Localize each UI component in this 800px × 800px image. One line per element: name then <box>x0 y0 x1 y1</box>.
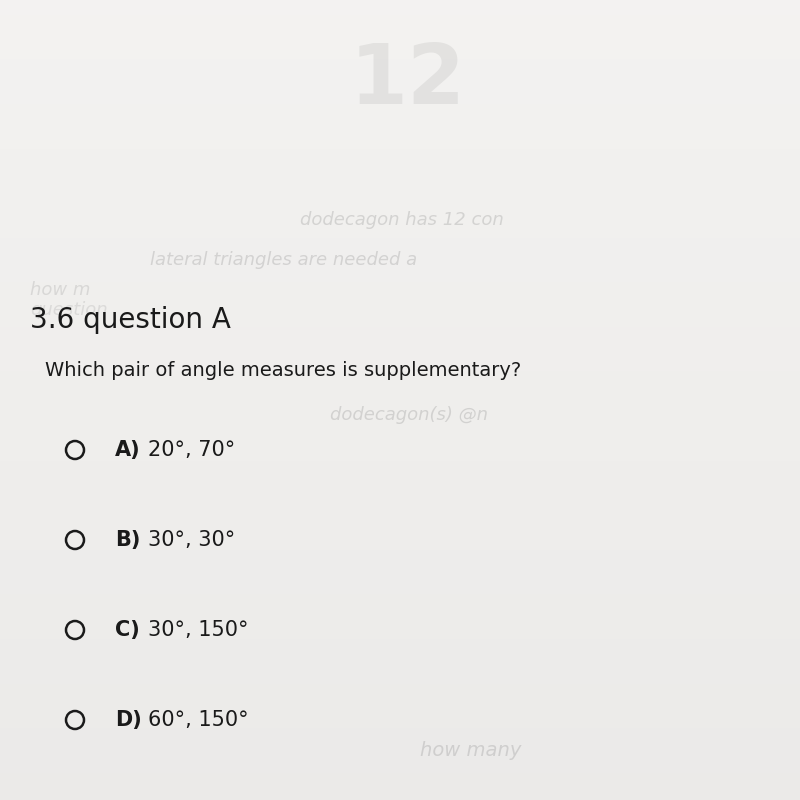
Text: how many: how many <box>420 741 522 759</box>
Text: 30°, 30°: 30°, 30° <box>148 530 235 550</box>
Text: dodecagon(s) @n: dodecagon(s) @n <box>330 406 488 424</box>
Text: 3.6 question A: 3.6 question A <box>30 306 231 334</box>
Text: 20°, 70°: 20°, 70° <box>148 440 235 460</box>
Text: question: question <box>30 301 108 319</box>
Text: D): D) <box>115 710 142 730</box>
Text: how m: how m <box>30 281 90 299</box>
Text: 12: 12 <box>350 39 466 121</box>
Text: Which pair of angle measures is supplementary?: Which pair of angle measures is suppleme… <box>45 361 522 379</box>
Text: B): B) <box>115 530 140 550</box>
Text: A): A) <box>115 440 141 460</box>
Text: 30°, 150°: 30°, 150° <box>148 620 249 640</box>
Text: lateral triangles are needed a: lateral triangles are needed a <box>150 251 417 269</box>
Text: 60°, 150°: 60°, 150° <box>148 710 249 730</box>
Text: C): C) <box>115 620 140 640</box>
Text: dodecagon has 12 con: dodecagon has 12 con <box>300 211 504 229</box>
